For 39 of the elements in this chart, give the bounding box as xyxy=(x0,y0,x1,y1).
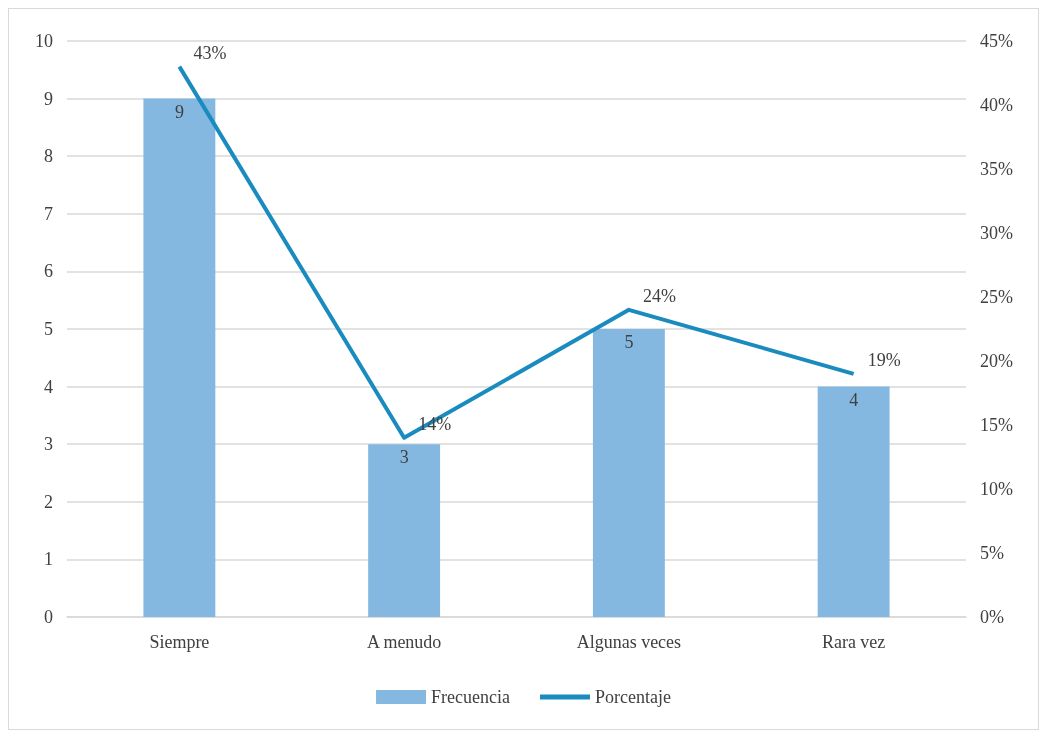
bar xyxy=(368,444,441,617)
line-series xyxy=(177,64,856,440)
y-tick-label: 2 xyxy=(44,491,53,512)
x-tick-label: Siempre xyxy=(149,632,210,652)
data-label: 4 xyxy=(849,389,859,410)
y2-tick-label: 40% xyxy=(980,95,1013,115)
y2-tick-label: 30% xyxy=(980,223,1013,243)
y2-tick-label: 45% xyxy=(980,31,1013,51)
data-label: 24% xyxy=(642,285,676,306)
x-tick-label: Algunas veces xyxy=(576,632,682,652)
y-tick-label: 7 xyxy=(44,203,53,224)
legend-label: Porcentaje xyxy=(594,687,671,707)
y2-tick-label: 0% xyxy=(980,607,1004,627)
data-label: 9 xyxy=(174,101,184,122)
y2-tick-label: 20% xyxy=(980,351,1013,371)
y-tick-label: 1 xyxy=(44,549,53,570)
y2-tick-label: 25% xyxy=(980,287,1013,307)
y-tick-label: 5 xyxy=(44,319,53,339)
legend-label: Frecuencia xyxy=(431,687,510,707)
y-tick-label: 4 xyxy=(44,376,53,397)
data-label: 3 xyxy=(399,447,409,468)
y2-tick-label: 10% xyxy=(980,479,1013,499)
y-tick-label: 9 xyxy=(44,88,53,109)
y-tick-label: 0 xyxy=(44,607,53,627)
bar xyxy=(592,329,665,617)
y-tick-label: 6 xyxy=(44,261,53,282)
y-tick-label: 10 xyxy=(35,31,53,51)
data-label: 5 xyxy=(624,332,634,352)
y2-tick-label: 15% xyxy=(980,415,1013,435)
bar xyxy=(817,386,890,617)
y-tick-label: 8 xyxy=(44,146,53,167)
x-tick-label: Rara vez xyxy=(821,632,886,652)
data-label: 19% xyxy=(867,349,901,370)
bar xyxy=(143,98,216,617)
data-label: 43% xyxy=(193,42,227,63)
y2-tick-label: 35% xyxy=(980,159,1013,179)
y-tick-label: 3 xyxy=(44,434,53,455)
x-tick-label: A menudo xyxy=(366,632,442,652)
y2-tick-label: 5% xyxy=(980,543,1004,563)
